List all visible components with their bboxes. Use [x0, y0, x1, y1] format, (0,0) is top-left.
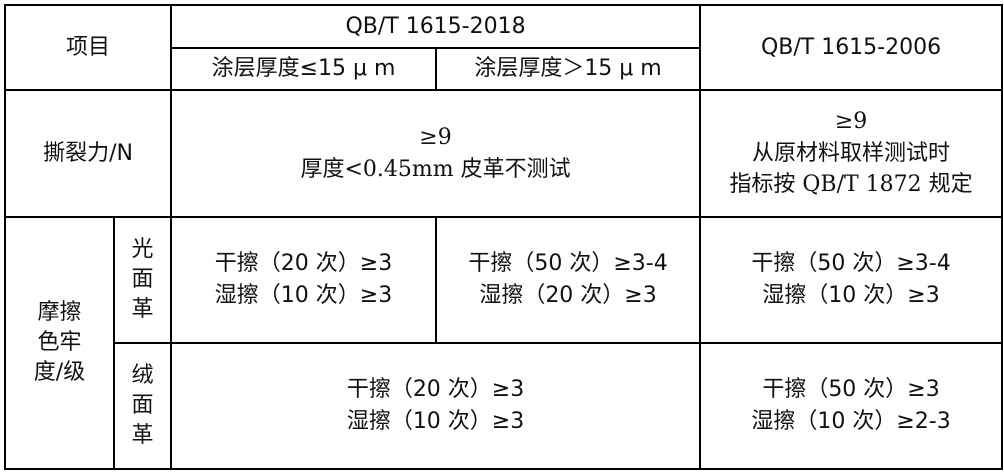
- label-char: 面: [131, 267, 154, 293]
- tear-2006-note2: 指标按 QB/T 1872 规定: [729, 172, 973, 198]
- label-char: 革: [131, 296, 154, 322]
- standards-comparison-table: 项目 QB/T 1615-2018 QB/T 1615-2006 涂层厚度≤15…: [3, 4, 1004, 470]
- header-std-2018: QB/T 1615-2018: [170, 4, 702, 49]
- suede-2018: 干擦（20 次）≥3 湿擦（10 次）≥3: [170, 342, 702, 470]
- header-coat-thick: 涂层厚度＞15 μ m: [435, 47, 702, 91]
- rub-label-line: 色牢: [37, 330, 82, 356]
- dry-rub: 干擦（50 次）≥3: [762, 377, 940, 403]
- dry-rub: 干擦（50 次）≥3-4: [751, 251, 951, 277]
- dry-rub: 干擦（20 次）≥3: [214, 251, 393, 277]
- tear-2018-value: ≥9: [419, 124, 452, 150]
- dry-rub: 干擦（50 次）≥3-4: [468, 251, 668, 277]
- rub-label-line: 摩擦: [37, 300, 82, 326]
- label-char: 绒: [131, 363, 154, 389]
- suede-2006: 干擦（50 次）≥3 湿擦（10 次）≥2-3: [699, 342, 1004, 470]
- header-std-2006: QB/T 1615-2006: [699, 4, 1004, 91]
- smooth-thick: 干擦（50 次）≥3-4 湿擦（20 次）≥3: [435, 216, 702, 344]
- wet-rub: 湿擦（10 次）≥3: [214, 283, 393, 308]
- smooth-leather-label: 光 面 革: [112, 216, 173, 344]
- tear-2006-value: ≥9: [834, 108, 868, 134]
- rub-label-line: 度/级: [33, 359, 86, 385]
- tear-2006-note1: 从原材料取样测试时: [752, 140, 951, 166]
- wet-rub: 湿擦（10 次）≥3: [762, 283, 940, 308]
- wet-rub: 湿擦（10 次）≥3: [346, 409, 525, 434]
- wet-rub: 湿擦（20 次）≥3: [479, 283, 657, 308]
- tear-label: 撕裂力/N: [3, 89, 173, 218]
- smooth-thin: 干擦（20 次）≥3 湿擦（10 次）≥3: [170, 216, 438, 344]
- tear-2018: ≥9 厚度<0.45mm 皮革不测试: [170, 89, 702, 218]
- smooth-2006: 干擦（50 次）≥3-4 湿擦（10 次）≥3: [699, 216, 1004, 344]
- tear-2018-note: 厚度<0.45mm 皮革不测试: [300, 156, 571, 182]
- suede-leather-label: 绒 面 革: [112, 342, 173, 470]
- label-char: 光: [131, 237, 154, 263]
- label-char: 面: [131, 393, 154, 419]
- header-item: 项目: [3, 4, 173, 91]
- label-char: 革: [131, 422, 154, 448]
- wet-rub: 湿擦（10 次）≥2-3: [751, 409, 951, 434]
- tear-2006: ≥9 从原材料取样测试时 指标按 QB/T 1872 规定: [699, 89, 1004, 218]
- rub-label: 摩擦 色牢 度/级: [4, 216, 115, 470]
- dry-rub: 干擦（20 次）≥3: [346, 377, 525, 403]
- header-coat-thin: 涂层厚度≤15 μ m: [170, 47, 438, 91]
